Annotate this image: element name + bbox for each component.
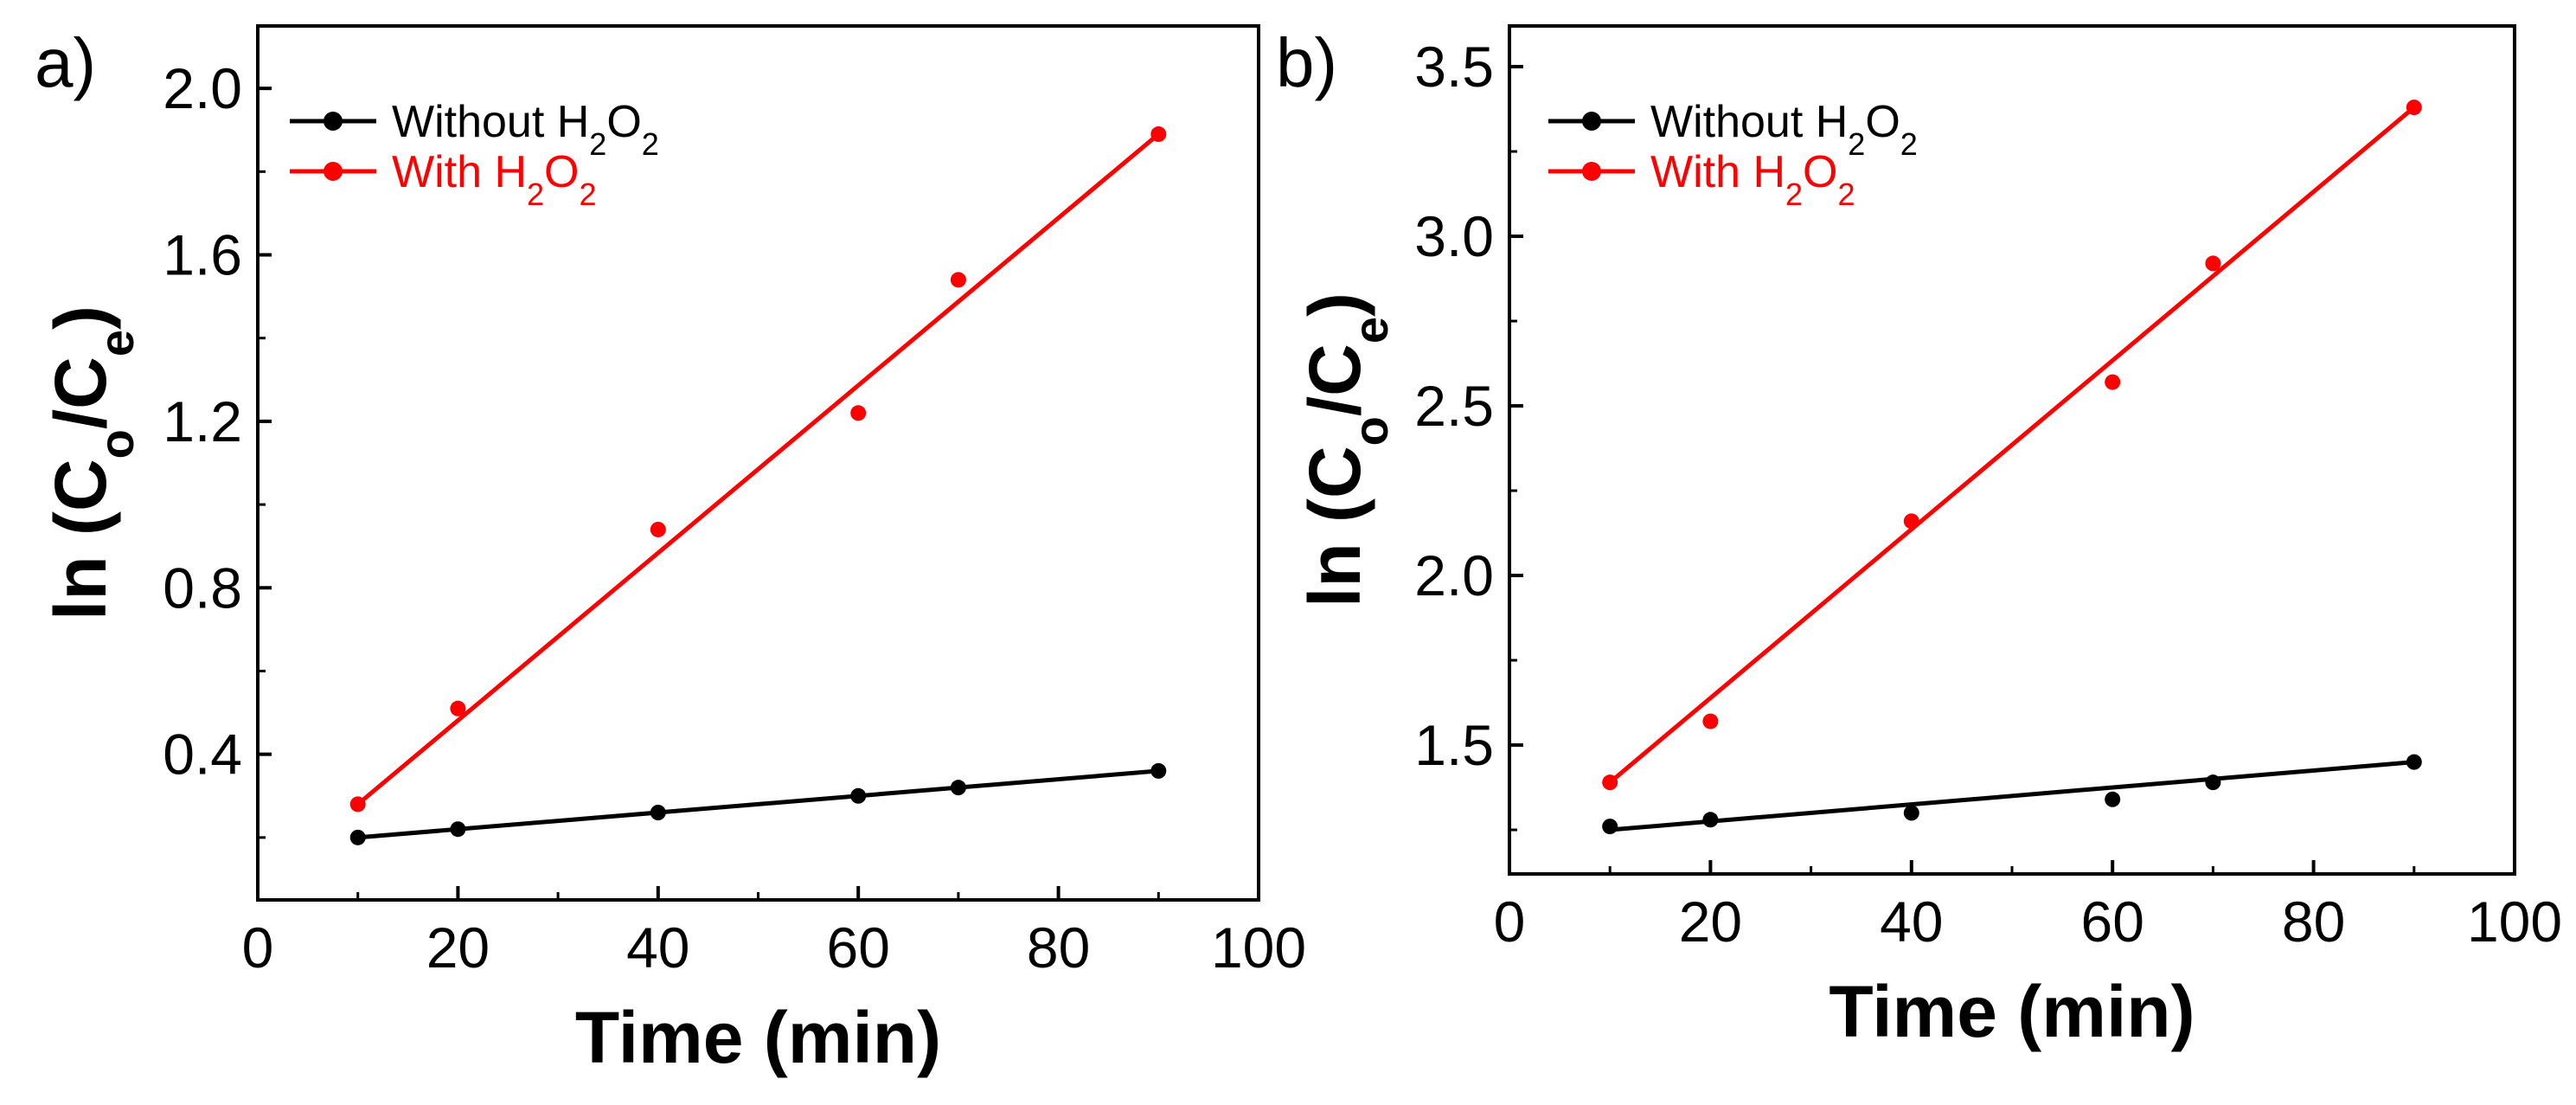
data-point [450,700,466,716]
data-point [1702,812,1719,828]
legend-label: With H2O2 [1650,147,1855,212]
fit-line [1609,760,2415,832]
data-point [450,821,466,838]
legend-marker [1582,112,1601,131]
y-tick-label: 0.8 [163,556,242,620]
x-tick-label: 0 [242,915,274,980]
data-point [950,780,966,796]
legend-marker [324,162,343,181]
legend-label: With H2O2 [392,147,597,212]
data-point [349,829,366,845]
x-tick-label: 80 [2282,890,2345,954]
data-point [850,405,867,421]
data-point [1602,774,1618,791]
data-point [2406,100,2422,116]
legend-marker [324,112,343,131]
legend-label: Without H2O2 [392,97,659,162]
data-point [1903,805,1919,821]
fit-line [1608,106,2416,785]
panel-label: a) [35,24,96,101]
series-without-h2o2 [349,762,1167,845]
x-tick-label: 100 [2467,890,2562,954]
x-tick-label: 60 [826,915,889,980]
series-with-h2o2 [1602,100,2422,791]
x-tick-label: 0 [1494,890,1526,954]
y-tick-label: 3.5 [1414,35,1494,99]
y-tick-label: 1.5 [1414,713,1494,777]
data-point [2105,374,2121,390]
data-point [2205,774,2221,791]
legend-label: Without H2O2 [1650,97,1918,162]
data-point [950,272,966,288]
y-tick-label: 1.2 [163,389,242,453]
data-point [650,521,666,537]
y-tick-label: 2.0 [163,56,242,120]
x-tick-label: 20 [426,915,490,980]
y-tick-label: 1.6 [163,223,242,287]
x-tick-label: 40 [1880,890,1943,954]
data-point [2205,255,2221,272]
data-point [1602,819,1618,835]
x-tick-label: 40 [626,915,689,980]
series-without-h2o2 [1602,754,2422,835]
data-point [1150,126,1167,143]
x-tick-label: 20 [1679,890,1742,954]
data-point [650,805,666,820]
data-point [1903,513,1919,530]
series-with-h2o2 [349,126,1167,813]
x-axis-title: Time (min) [575,997,941,1078]
data-point [2406,754,2422,770]
fit-line [357,768,1159,840]
x-tick-label: 80 [1027,915,1090,980]
panel-a: a) 0 20 40 60 80 100 0.4 0.8 1.2 1.6 2.0 Time (min) l… [35,24,1306,1078]
data-point [850,787,867,804]
y-tick-label: 2.5 [1414,374,1494,438]
data-point [1702,713,1719,729]
y-axis-title: ln (Co/Ce) [1294,292,1398,607]
fit-line [356,132,1160,806]
y-axis-title: ln (Co/Ce) [40,305,144,620]
y-tick-label: 0.4 [163,723,242,787]
data-point [1150,762,1167,779]
legend-marker [1582,162,1601,181]
x-axis-title: Time (min) [1829,971,2195,1052]
y-tick-label: 2.0 [1414,543,1494,607]
x-tick-label: 60 [2080,890,2143,954]
data-point [349,796,366,813]
panel-b: b) 0 20 40 60 80 100 1.5 2.0 2.5 3.0 3.5 Time (min) l… [1276,24,2562,1052]
y-tick-label: 3.0 [1414,204,1494,268]
data-point [2105,791,2121,807]
panel-label: b) [1276,24,1337,101]
x-tick-label: 100 [1211,915,1306,980]
